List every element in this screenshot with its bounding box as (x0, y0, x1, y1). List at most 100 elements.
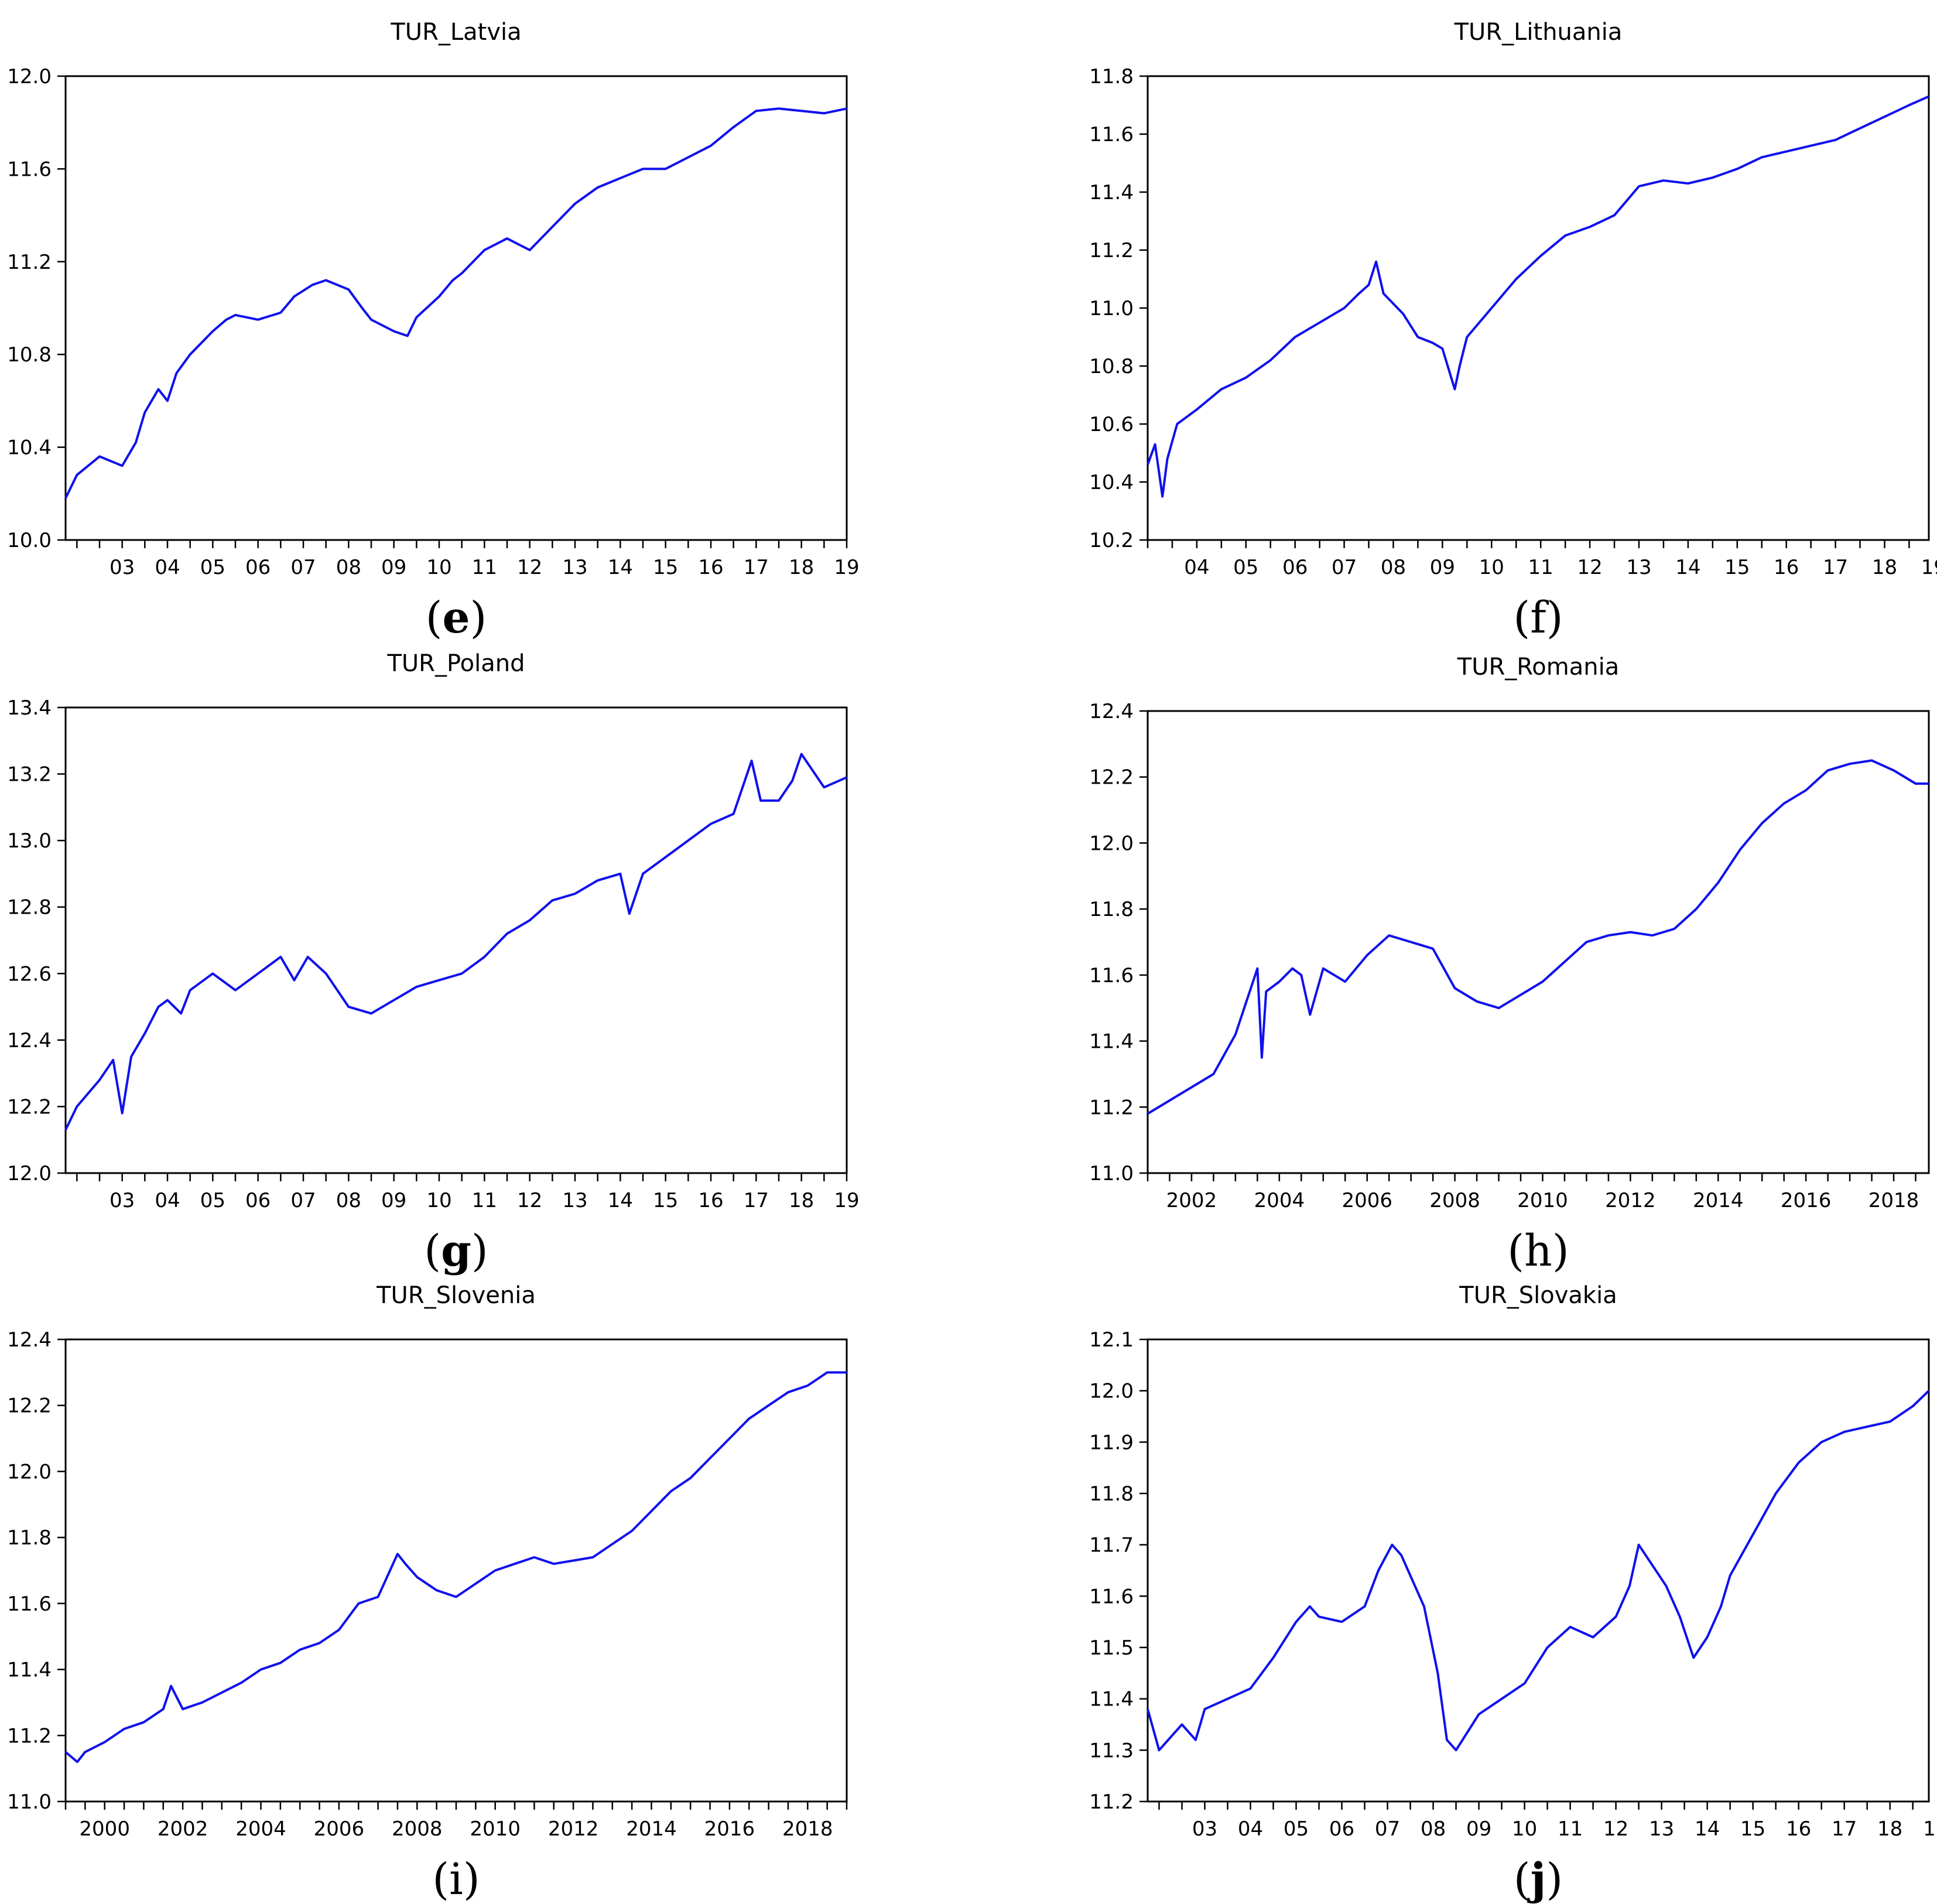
chart-title: TUR_Poland (386, 650, 525, 677)
x-tick-label: 16 (698, 556, 723, 579)
x-tick-label: 11 (1558, 1817, 1583, 1841)
chart-panel-h: TUR_Romania 11.0 11.2 11.4 11.6 11.8 12.0 12.2 1… (1089, 654, 1930, 1276)
y-tick-label: 11.0 (7, 1790, 52, 1814)
x-tick-label: 2016 (704, 1817, 755, 1841)
chart-panel-j: TUR_Slovakia 11.2 11.3 11.4 11.5 11.6 11.7 11.8… (1089, 1282, 1937, 1904)
x-tick-label: 13 (1649, 1817, 1674, 1841)
x-tick-label: 04 (155, 1189, 180, 1212)
series-line (1147, 1390, 1930, 1752)
y-tick-label: 11.0 (1089, 297, 1134, 320)
x-tick-label: 13 (562, 1189, 587, 1212)
y-tick-label: 11.8 (1089, 898, 1134, 921)
y-tick-label: 13.2 (7, 763, 52, 787)
y-tick-label: 12.2 (7, 1394, 52, 1418)
panel-letter: (j) (1514, 1854, 1563, 1904)
x-tick-label: 19 (1923, 1817, 1937, 1841)
x-tick-label: 2010 (470, 1817, 521, 1841)
y-tick-label: 11.0 (1089, 1162, 1134, 1185)
y-tick-label: 12.2 (7, 1095, 52, 1119)
x-tick-label: 13 (1626, 556, 1651, 579)
x-tick-label: 04 (1184, 556, 1209, 579)
y-tick-label: 11.2 (1089, 1790, 1134, 1814)
chart-title: TUR_Latvia (390, 19, 521, 46)
y-tick-label: 11.2 (7, 1724, 52, 1748)
y-tick-label: 11.2 (1089, 239, 1134, 262)
x-tick-label: 2012 (548, 1817, 599, 1841)
x-tick-label: 08 (1381, 556, 1406, 579)
x-tick-label: 15 (653, 556, 678, 579)
y-tick-label: 11.6 (1089, 1585, 1134, 1608)
y-tick-label: 10.6 (1089, 413, 1134, 436)
x-tick-label: 18 (789, 556, 814, 579)
chart-title: TUR_Romania (1457, 654, 1619, 681)
plot-frame (64, 706, 848, 1174)
y-tick-label: 11.8 (7, 1526, 52, 1550)
x-tick-label: 15 (653, 1189, 678, 1212)
plot-frame (64, 75, 848, 541)
x-tick-label: 10 (1512, 1817, 1537, 1841)
series-line (1147, 759, 1929, 1115)
y-tick-label: 11.7 (1089, 1534, 1134, 1557)
y-tick-label: 11.4 (7, 1659, 52, 1682)
x-tick-label: 07 (1332, 556, 1357, 579)
chart-panel-g: TUR_Poland 12.0 12.2 12.4 12.6 12.8 13.0 13.2 13… (7, 650, 859, 1276)
x-tick-label: 03 (109, 556, 135, 579)
chart-title: TUR_Slovakia (1459, 1282, 1617, 1309)
x-tick-label: 2006 (314, 1817, 365, 1841)
x-tick-label: 18 (1877, 1817, 1902, 1841)
x-tick-label: 12 (1603, 1817, 1628, 1841)
x-tick-label: 10 (426, 1189, 451, 1212)
x-tick-label: 09 (1466, 1817, 1491, 1841)
x-tick-label: 13 (562, 556, 587, 579)
y-tick-label: 11.4 (1089, 181, 1134, 204)
y-tick-label: 11.3 (1089, 1739, 1134, 1762)
x-tick-label: 12 (1577, 556, 1602, 579)
x-tick-label: 04 (1238, 1817, 1263, 1841)
x-tick-label: 05 (1284, 1817, 1309, 1841)
panel-letter: (e) (426, 593, 487, 643)
x-tick-label: 15 (1724, 556, 1750, 579)
x-tick-label: 04 (155, 556, 180, 579)
x-tick-label: 19 (1921, 556, 1937, 579)
x-tick-label: 16 (1774, 556, 1799, 579)
y-tick-label: 13.4 (7, 696, 52, 720)
x-tick-label: 2000 (79, 1817, 130, 1841)
x-tick-label: 2002 (1166, 1189, 1217, 1212)
x-tick-label: 05 (200, 1189, 225, 1212)
x-tick-label: 2002 (158, 1817, 208, 1841)
x-tick-label: 14 (1675, 556, 1700, 579)
x-tick-label: 17 (1823, 556, 1848, 579)
x-tick-label: 11 (1528, 556, 1553, 579)
x-tick-label: 2016 (1781, 1189, 1832, 1212)
y-tick-label: 12.8 (7, 896, 52, 919)
y-tick-label: 11.8 (1089, 1482, 1134, 1506)
y-tick-label: 10.4 (1089, 471, 1134, 494)
x-tick-label: 12 (517, 556, 542, 579)
y-tick-label: 12.4 (7, 1328, 52, 1352)
y-tick-label: 10.0 (7, 529, 52, 552)
x-tick-label: 08 (1421, 1817, 1446, 1841)
panel-letter: (i) (432, 1854, 480, 1904)
x-tick-label: 06 (1329, 1817, 1354, 1841)
x-tick-label: 2014 (626, 1817, 677, 1841)
x-tick-label: 2014 (1693, 1189, 1744, 1212)
x-tick-label: 14 (1695, 1817, 1720, 1841)
x-tick-label: 07 (1375, 1817, 1400, 1841)
plot-frame (1147, 710, 1930, 1174)
x-tick-label: 03 (109, 1189, 135, 1212)
plot-frame (64, 1338, 848, 1803)
y-tick-label: 11.6 (7, 1592, 52, 1616)
x-tick-label: 18 (789, 1189, 814, 1212)
x-tick-label: 14 (608, 556, 633, 579)
x-tick-label: 05 (200, 556, 225, 579)
series-line (1147, 95, 1929, 498)
y-tick-label: 11.5 (1089, 1636, 1134, 1660)
x-tick-label: 2006 (1341, 1189, 1392, 1212)
y-tick-label: 10.8 (1089, 355, 1134, 378)
x-tick-label: 19 (834, 556, 859, 579)
x-tick-label: 16 (698, 1189, 723, 1212)
x-tick-label: 14 (608, 1189, 633, 1212)
y-tick-label: 12.0 (1089, 832, 1134, 855)
x-tick-label: 2008 (1429, 1189, 1480, 1212)
